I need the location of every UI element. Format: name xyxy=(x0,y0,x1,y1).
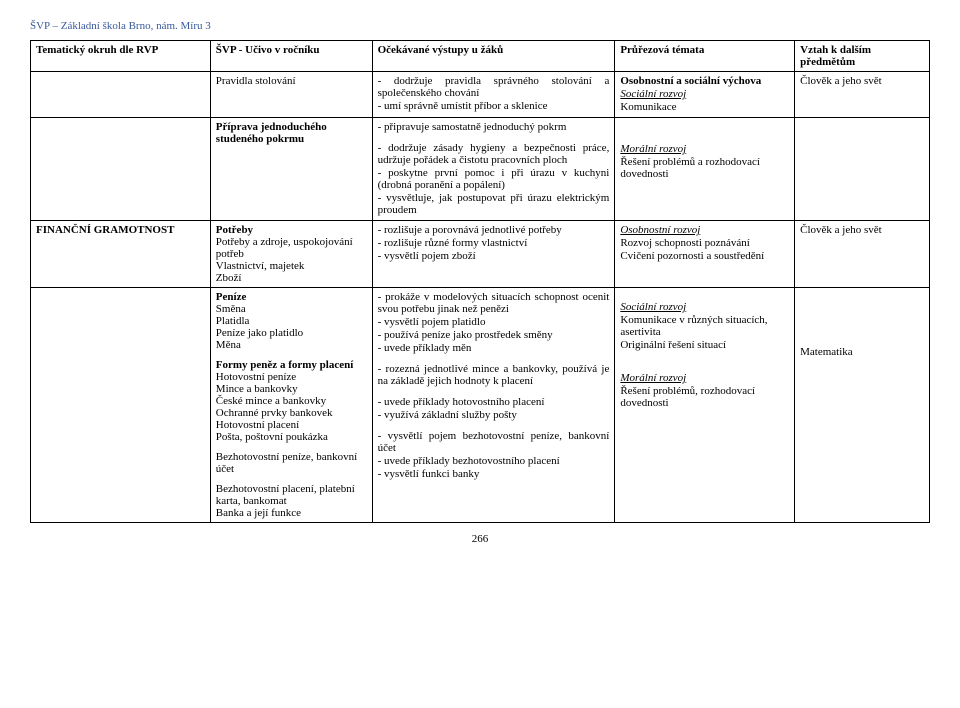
svp-text: Mince a bankovky xyxy=(216,383,367,395)
cell-outcomes: - prokáže v modelových situacích schopno… xyxy=(372,288,615,523)
outcome-text: - vysvětlí pojem zboží xyxy=(378,250,610,262)
relation-text: Matematika xyxy=(800,346,924,358)
col-header-relations: Vztah k dalším předmětům xyxy=(795,41,930,72)
svp-text: Měna xyxy=(216,339,367,351)
svp-text: Bezhotovostní peníze, bankovní účet xyxy=(216,451,367,475)
svp-text: Hotovostní peníze xyxy=(216,371,367,383)
table-header-row: Tematický okruh dle RVP ŠVP - Učivo v ro… xyxy=(31,41,930,72)
outcome-text: - dodržuje zásady hygieny a bezpečnosti … xyxy=(378,142,610,166)
outcome-text: - uvede příklady bezhotovostního placení xyxy=(378,455,610,467)
cell-topics: Osobnostní rozvoj Rozvoj schopnosti pozn… xyxy=(615,221,795,288)
cell-svp: Peníze Směna Platidla Peníze jako platid… xyxy=(210,288,372,523)
cell-topics: Morální rozvoj Řešení problémů a rozhodo… xyxy=(615,118,795,221)
outcome-text: - vysvětlí pojem platidlo xyxy=(378,316,610,328)
svp-heading: Potřeby xyxy=(216,224,367,236)
outcome-text: - uvede příklady hotovostního placení xyxy=(378,396,610,408)
svp-text: Směna xyxy=(216,303,367,315)
table-row: FINANČNÍ GRAMOTNOST Potřeby Potřeby a zd… xyxy=(31,221,930,288)
svp-text: Pošta, poštovní poukázka xyxy=(216,431,367,443)
cell-outcomes: - rozlišuje a porovnává jednotlivé potře… xyxy=(372,221,615,288)
topic-text: Řešení problémů, rozhodovací dovednosti xyxy=(620,385,789,409)
topic-sub: Morální rozvoj xyxy=(620,372,789,384)
outcome-text: - rozlišuje různé formy vlastnictví xyxy=(378,237,610,249)
outcome-text: - rozlišuje a porovnává jednotlivé potře… xyxy=(378,224,610,236)
topic-sub: Morální rozvoj xyxy=(620,143,789,155)
svp-text: Peníze jako platidlo xyxy=(216,327,367,339)
svp-text: Platidla xyxy=(216,315,367,327)
table-row: Peníze Směna Platidla Peníze jako platid… xyxy=(31,288,930,523)
topic-text: Originální řešení situací xyxy=(620,339,789,351)
topic-text: Cvičení pozornosti a soustředění xyxy=(620,250,789,262)
rvp-heading: FINANČNÍ GRAMOTNOST xyxy=(36,224,174,236)
outcome-text: - rozezná jednotlivé mince a bankovky, p… xyxy=(378,363,610,387)
relation-text: Člověk a jeho svět xyxy=(800,75,924,87)
page-number: 266 xyxy=(30,533,930,545)
cell-outcomes: - dodržuje pravidla správného stolování … xyxy=(372,72,615,118)
svp-text: Bezhotovostní placení, platební karta, b… xyxy=(216,483,367,507)
svp-text: Hotovostní placení xyxy=(216,419,367,431)
col-header-svp: ŠVP - Učivo v ročníku xyxy=(210,41,372,72)
svp-text: Vlastnictví, majetek xyxy=(216,260,367,272)
svp-heading: Příprava jednoduchého studeného pokrmu xyxy=(216,121,367,145)
topic-text: Komunikace v různých situacích, asertivi… xyxy=(620,314,789,338)
cell-relations: Člověk a jeho svět xyxy=(795,72,930,118)
cell-svp: Potřeby Potřeby a zdroje, uspokojování p… xyxy=(210,221,372,288)
svp-text: Pravidla stolování xyxy=(216,75,296,87)
outcome-text: - vysvětluje, jak postupovat při úrazu e… xyxy=(378,192,610,216)
topic-text: Řešení problémů a rozhodovací dovednosti xyxy=(620,156,789,180)
topic-heading: Osobnostní a sociální výchova xyxy=(620,75,789,87)
page-header: ŠVP – Základní škola Brno, nám. Míru 3 xyxy=(30,20,930,32)
cell-topics: Sociální rozvoj Komunikace v různých sit… xyxy=(615,288,795,523)
svp-text: Potřeby a zdroje, uspokojování potřeb xyxy=(216,236,367,260)
svp-text: Ochranné prvky bankovek xyxy=(216,407,367,419)
svp-heading: Peníze xyxy=(216,291,367,303)
outcome-text: - umí správně umístit příbor a sklenice xyxy=(378,100,610,112)
col-header-outcomes: Očekávané výstupy u žáků xyxy=(372,41,615,72)
cell-relations: Člověk a jeho svět xyxy=(795,221,930,288)
topic-text: Rozvoj schopnosti poznávání xyxy=(620,237,789,249)
cell-rvp xyxy=(31,118,211,221)
outcome-text: - uvede příklady měn xyxy=(378,342,610,354)
outcome-text: - vysvětlí pojem bezhotovostní peníze, b… xyxy=(378,430,610,454)
topic-sub: Osobnostní rozvoj xyxy=(620,224,789,236)
outcome-text: - připravuje samostatně jednoduchý pokrm xyxy=(378,121,610,133)
col-header-topics: Průřezová témata xyxy=(615,41,795,72)
curriculum-table: Tematický okruh dle RVP ŠVP - Učivo v ro… xyxy=(30,40,930,523)
outcome-text: - využívá základní služby pošty xyxy=(378,409,610,421)
outcome-text: - prokáže v modelových situacích schopno… xyxy=(378,291,610,315)
topic-sub: Sociální rozvoj xyxy=(620,88,789,100)
cell-svp: Příprava jednoduchého studeného pokrmu xyxy=(210,118,372,221)
svp-text: České mince a bankovky xyxy=(216,395,367,407)
cell-rvp: FINANČNÍ GRAMOTNOST xyxy=(31,221,211,288)
svp-heading: Formy peněz a formy placení xyxy=(216,359,367,371)
svp-text: Banka a její funkce xyxy=(216,507,367,519)
outcome-text: - dodržuje pravidla správného stolování … xyxy=(378,75,610,99)
cell-relations: Matematika xyxy=(795,288,930,523)
table-row: Příprava jednoduchého studeného pokrmu -… xyxy=(31,118,930,221)
outcome-text: - vysvětlí funkci banky xyxy=(378,468,610,480)
cell-rvp xyxy=(31,72,211,118)
table-row: Pravidla stolování - dodržuje pravidla s… xyxy=(31,72,930,118)
col-header-rvp: Tematický okruh dle RVP xyxy=(31,41,211,72)
cell-svp: Pravidla stolování xyxy=(210,72,372,118)
outcome-text: - poskytne první pomoc i při úrazu v kuc… xyxy=(378,167,610,191)
outcome-text: - používá peníze jako prostředek směny xyxy=(378,329,610,341)
svp-text: Zboží xyxy=(216,272,367,284)
cell-topics: Osobnostní a sociální výchova Sociální r… xyxy=(615,72,795,118)
cell-outcomes: - připravuje samostatně jednoduchý pokrm… xyxy=(372,118,615,221)
topic-text: Komunikace xyxy=(620,101,789,113)
topic-sub: Sociální rozvoj xyxy=(620,301,789,313)
cell-relations xyxy=(795,118,930,221)
relation-text: Člověk a jeho svět xyxy=(800,224,924,236)
cell-rvp xyxy=(31,288,211,523)
